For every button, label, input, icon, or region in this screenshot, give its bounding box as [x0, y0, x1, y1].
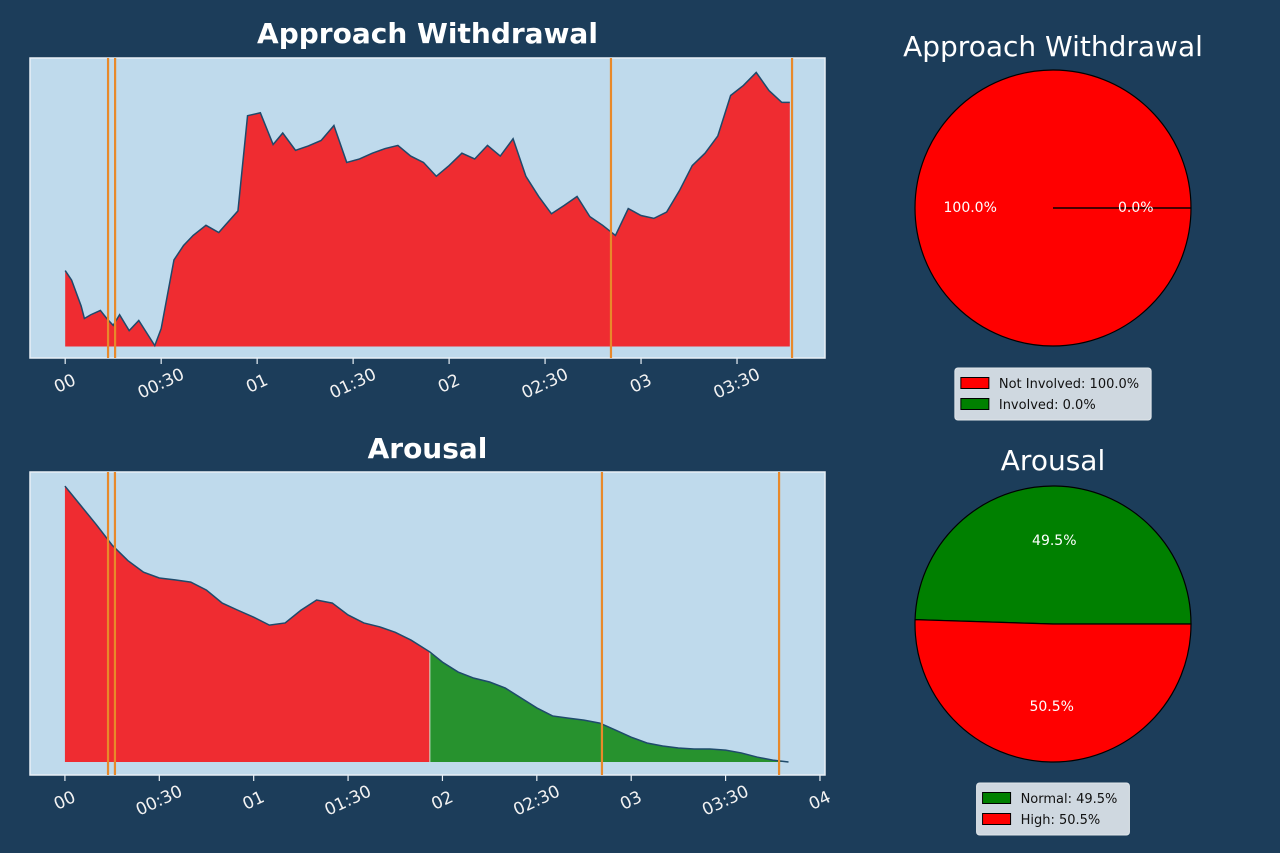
legend-swatch	[960, 398, 990, 410]
pie-slice	[914, 619, 1192, 763]
chart-title: Arousal	[1001, 444, 1105, 477]
x-tick-label: 01:30	[322, 782, 375, 821]
area	[65, 72, 790, 347]
x-tick-label: 00:30	[133, 782, 186, 821]
x-tick-label: 00	[51, 787, 79, 814]
legend-swatch	[960, 377, 990, 389]
legend-box	[976, 782, 1130, 836]
x-tick-label: 02	[428, 787, 456, 814]
x-tick-label: 02	[435, 370, 463, 397]
chart-title: Arousal	[368, 432, 488, 465]
area	[429, 651, 789, 763]
legend-label: High: 50.5%	[1021, 813, 1101, 828]
legend-box	[954, 367, 1152, 421]
x-tick-label: 00:30	[135, 365, 188, 404]
slice-label: 100.0%	[944, 200, 997, 216]
legend: Normal: 49.5% High: 50.5%	[976, 782, 1130, 836]
legend-swatch	[982, 792, 1012, 804]
legend: Not Involved: 100.0% Involved: 0.0%	[954, 367, 1152, 421]
x-tick-label: 04	[806, 787, 834, 814]
line	[64, 71, 790, 348]
x-tick-label: 01	[243, 370, 271, 397]
x-tick-label: 03	[627, 370, 655, 397]
x-tick-label: 01:30	[327, 365, 380, 404]
x-tick-label: 03	[617, 787, 645, 814]
slice-label: 0.0%	[1118, 200, 1154, 216]
chart-title: Approach Withdrawal	[257, 17, 598, 50]
x-tick-label: 02:30	[519, 365, 572, 404]
chart-title: Approach Withdrawal	[903, 30, 1203, 63]
line	[64, 485, 789, 763]
pie-slice	[914, 485, 1192, 625]
x-tick-label: 03:30	[711, 365, 764, 404]
x-tick-label: 03:30	[699, 782, 752, 821]
legend-label: Not Involved: 100.0%	[999, 377, 1139, 392]
area	[64, 486, 430, 763]
x-tick-label: 02:30	[510, 782, 563, 821]
x-tick-label: 01	[240, 787, 268, 814]
x-tick-label: 00	[51, 370, 79, 397]
legend-label: Normal: 49.5%	[1021, 792, 1118, 807]
legend-label: Involved: 0.0%	[999, 398, 1096, 413]
slice-label: 49.5%	[1032, 533, 1076, 549]
slice-label: 50.5%	[1029, 699, 1073, 715]
legend-swatch	[982, 813, 1012, 825]
